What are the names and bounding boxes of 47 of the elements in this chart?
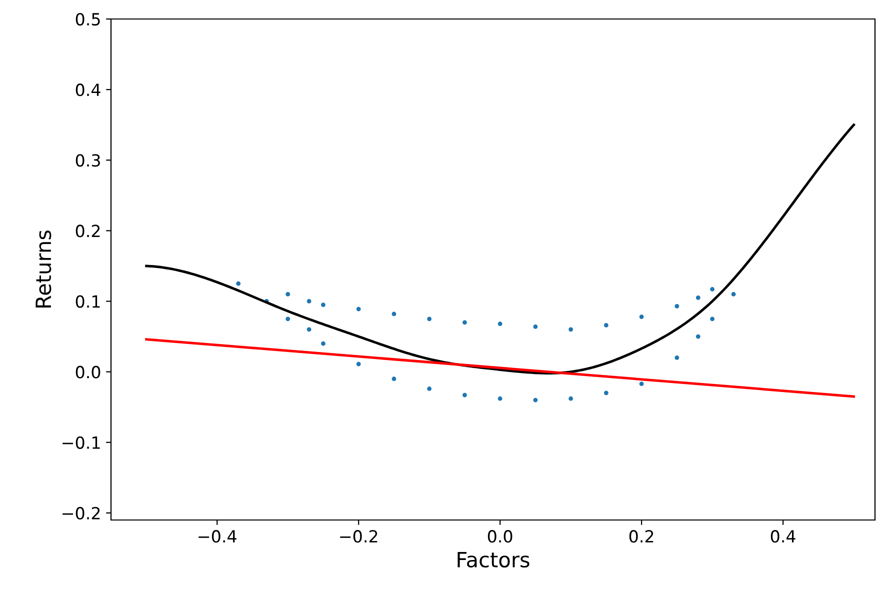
point — [392, 376, 396, 382]
point — [236, 281, 241, 286]
point — [710, 316, 714, 322]
point — [568, 396, 574, 401]
point — [674, 356, 680, 360]
y-tick-label: 0.3 — [76, 154, 100, 167]
point — [710, 287, 714, 292]
point — [533, 398, 538, 402]
y-axis-title: Returns — [36, 230, 52, 308]
point — [392, 312, 396, 316]
y-tick-label: 0.1 — [76, 295, 100, 308]
point — [533, 324, 538, 329]
point — [356, 306, 361, 312]
y-tick-label: 0.5 — [76, 12, 100, 26]
point — [321, 341, 326, 346]
y-tick-label: 0.0 — [76, 366, 100, 378]
point — [462, 320, 467, 325]
x-tick-label: 0.0 — [488, 530, 512, 543]
x-tick-label: 0.2 — [629, 530, 654, 543]
point — [568, 327, 574, 332]
x-axis-title: Factors — [458, 552, 530, 568]
point — [731, 292, 736, 296]
point — [604, 323, 608, 328]
point — [498, 322, 502, 326]
point — [286, 316, 290, 322]
point — [639, 382, 644, 386]
point — [696, 334, 700, 339]
point — [321, 302, 326, 307]
point — [356, 362, 361, 366]
y-tick-label: 0.2 — [76, 224, 100, 238]
y-tick-label: −0.2 — [62, 506, 100, 520]
x-tick-label: 0.4 — [770, 530, 796, 543]
point — [674, 304, 680, 308]
y-tick-label: −0.1 — [62, 436, 100, 449]
point — [306, 299, 312, 304]
point — [696, 296, 700, 300]
y-tick-label: 0.4 — [76, 84, 100, 96]
point — [604, 390, 608, 396]
point — [427, 386, 432, 391]
point — [462, 392, 467, 398]
point — [639, 314, 644, 319]
point — [427, 316, 432, 322]
point — [286, 292, 290, 296]
point — [306, 327, 312, 332]
point — [498, 396, 502, 401]
x-tick-label: −0.4 — [198, 530, 236, 543]
x-tick-label: −0.2 — [340, 530, 378, 543]
